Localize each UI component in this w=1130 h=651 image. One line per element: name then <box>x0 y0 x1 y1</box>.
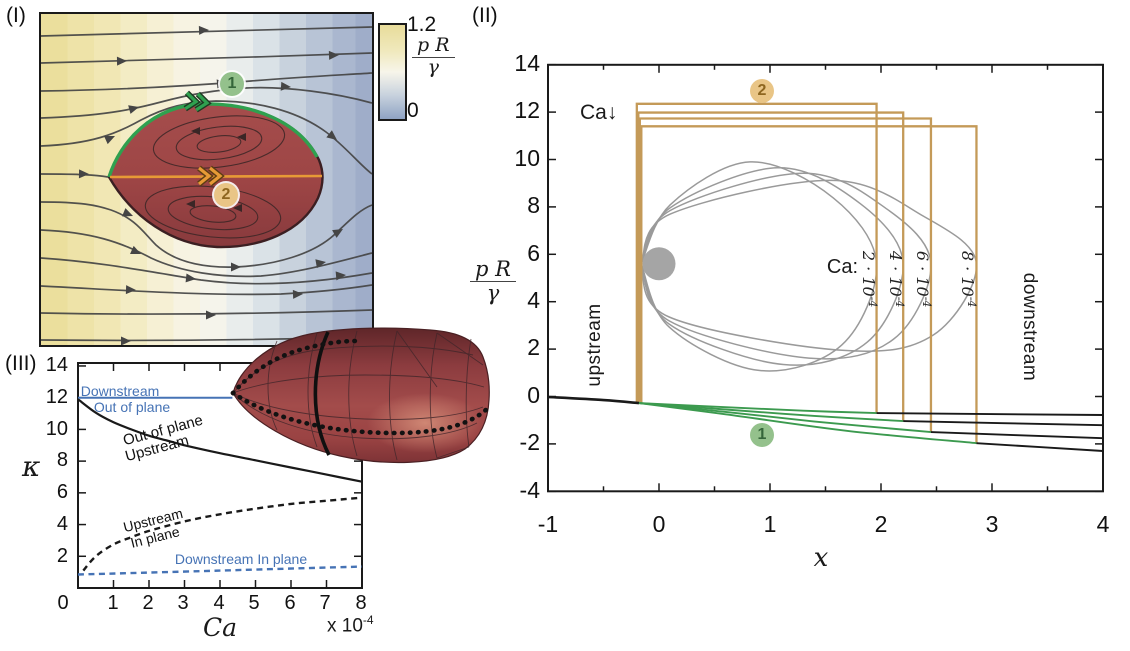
panel1-tag: (I) <box>6 4 26 27</box>
streamlines <box>40 26 373 342</box>
colorbar <box>378 23 407 121</box>
panel2-xtick: 2 <box>874 511 888 537</box>
panel3-ytick: 8 <box>56 449 68 471</box>
panel3-exp-base: x 10 <box>327 615 363 637</box>
panel2-ytick: 10 <box>514 145 540 171</box>
droplet-3d-dotted-upper <box>230 338 358 396</box>
flow-field-panel <box>39 12 374 347</box>
droplet <box>107 90 324 249</box>
ca-list-label: Ca: <box>826 256 858 278</box>
path1-badge: 1 <box>220 72 244 96</box>
panel3-xtick: 3 <box>177 592 189 614</box>
droplet-3d-highlight <box>367 393 483 453</box>
colorbar-max-label: 1.2 <box>407 13 437 36</box>
orange-chevron-icon <box>197 165 225 187</box>
ca-value-label: 8 · 10-4 <box>958 237 978 321</box>
panel3-ylabel: κ <box>22 450 41 483</box>
ca-value-exp: -4 <box>866 296 880 308</box>
panel3-exp-sup: -4 <box>362 613 374 627</box>
panel2-ytick: 2 <box>527 334 540 360</box>
panel2-ytick: 8 <box>527 192 540 218</box>
path2-badge: 2 <box>214 183 238 207</box>
internal-arrows <box>186 127 246 212</box>
panel2-tag: (II) <box>472 4 498 27</box>
panel2-xlabel: x <box>813 543 829 573</box>
droplet-3d-render <box>230 327 491 464</box>
panel3-xtick: 0 <box>57 592 69 614</box>
upstream-label: upstream <box>584 303 605 387</box>
panel2-ytick: 12 <box>514 97 540 123</box>
panel2-ytick: 14 <box>514 50 540 76</box>
downstream-label: downstream <box>1019 272 1040 382</box>
ca-text: Ca <box>580 101 607 124</box>
panel2-ylabel-denominator: γ <box>486 281 500 306</box>
green-chevron-icon <box>183 90 212 113</box>
ca-value-base: 8 · 10 <box>957 250 977 297</box>
flow-field-canvas <box>40 25 373 346</box>
panel3-ytick: 14 <box>45 354 68 376</box>
colorbar-title-numerator: p R <box>412 35 455 58</box>
downstream-outofplane-label2: Out of plane <box>93 399 171 415</box>
panel2-xtick: 1 <box>763 511 777 537</box>
panel3-xtick: 7 <box>319 592 331 614</box>
colorbar-title: p R γ <box>412 35 455 78</box>
ca-value-exp: -4 <box>920 296 934 308</box>
panel3-ytick: 12 <box>45 386 68 408</box>
panel3-ytick: 2 <box>56 545 68 567</box>
ca-value-base: 6 · 10 <box>912 250 932 297</box>
downstream-outofplane-label1: Downstream <box>80 383 160 399</box>
down-arrow-icon: ↓ <box>606 101 618 124</box>
panel2-xtick: 3 <box>985 511 999 537</box>
colorbar-title-denominator: γ <box>427 55 439 78</box>
panel2-ytick: 0 <box>527 382 540 408</box>
path1-badge-plot: 1 <box>750 423 774 447</box>
panel3-xtick: 8 <box>355 592 367 614</box>
panel3-ytick: 6 <box>56 481 68 503</box>
panel3-ytick: 10 <box>45 418 68 440</box>
panel3-exponent: x 10-4 <box>327 613 374 637</box>
ca-value-base: 4 · 10 <box>885 250 905 297</box>
panel3-ytick: 4 <box>56 513 68 535</box>
panel3-tag: (III) <box>5 352 37 375</box>
ca-value-exp: -4 <box>965 296 979 308</box>
ca-value-label: 6 · 10-4 <box>913 237 933 321</box>
pressure-plot <box>547 63 1104 493</box>
panel3-xtick: 6 <box>284 592 296 614</box>
ca-value-base: 2 · 10 <box>858 250 878 297</box>
panel3-xtick: 4 <box>213 592 225 614</box>
streamline-arrows <box>78 25 346 346</box>
ca-value-exp: -4 <box>893 296 907 308</box>
panel3-xtick: 2 <box>142 592 154 614</box>
downstream-inplane-label: Downstream In plane <box>174 551 308 567</box>
panel2-ylabel-numerator: p R <box>470 258 516 283</box>
ca-value-label: 2 · 10-4 <box>859 237 879 321</box>
path2-badge-plot: 2 <box>750 79 774 103</box>
panel2-ylabel: p R γ <box>470 258 516 304</box>
panel3-xtick: 1 <box>107 592 119 614</box>
droplet-3d-dotted-equator <box>230 390 491 436</box>
panel2-ytick: 6 <box>527 240 540 266</box>
panel2-xtick: 4 <box>1096 511 1110 537</box>
panel3-xtick: 5 <box>248 592 260 614</box>
panel2-ytick: -4 <box>519 477 540 503</box>
colorbar-min-label: 0 <box>407 99 419 122</box>
panel2-ytick: -2 <box>519 429 540 455</box>
panel2-xtick: -1 <box>537 511 559 537</box>
panel3-xlabel: Ca <box>202 613 238 642</box>
panel2-xtick: 0 <box>652 511 666 537</box>
ca-value-label: 4 · 10-4 <box>886 237 906 321</box>
ca-decreasing-annotation: Ca↓ <box>580 101 617 125</box>
panel2-ytick: 4 <box>527 287 540 313</box>
